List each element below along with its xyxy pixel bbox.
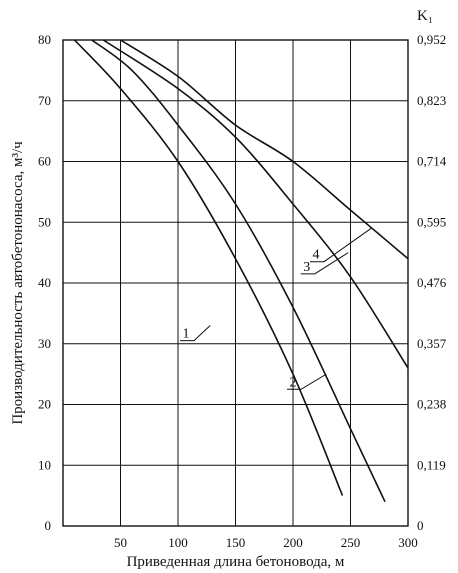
- curve-label-2: 2: [290, 375, 297, 390]
- y2-tick-label: 0,595: [417, 214, 446, 229]
- curve-layer: [73, 39, 409, 503]
- y-tick-label: 60: [38, 154, 51, 169]
- curve-leader-3: [300, 252, 349, 275]
- y-tick-label: 70: [38, 93, 51, 108]
- x-tick-label: 100: [168, 535, 188, 550]
- curve-leader-2: [287, 373, 327, 390]
- y2-tick-label: 0: [417, 518, 424, 533]
- y-tick-label: 30: [38, 336, 51, 351]
- grid-layer: [62, 39, 409, 527]
- x-tick-label: 250: [341, 535, 361, 550]
- y2-tick-label: 0,238: [417, 397, 446, 412]
- y-tick-label: 0: [45, 518, 52, 533]
- y-tick-label: 10: [38, 457, 51, 472]
- y2-tick-label: 0,823: [417, 93, 446, 108]
- curve-leader-1: [180, 325, 211, 342]
- x-tick-label: 200: [283, 535, 303, 550]
- y-axis-title: Производительность автобетононасоса, м³/…: [10, 141, 26, 425]
- y2-tick-label: 0,714: [417, 154, 447, 169]
- y2-tick-label: 0,476: [417, 275, 447, 290]
- x-axis-title: Приведенная длина бетоновода, м: [127, 554, 345, 570]
- y2-axis-title: K₁: [417, 8, 433, 24]
- x-tick-label: 300: [398, 535, 418, 550]
- curve-label-1: 1: [183, 327, 190, 342]
- curve-label-4: 4: [313, 248, 320, 263]
- y-tick-label: 80: [38, 32, 51, 47]
- series-1-line: [73, 39, 344, 496]
- annotation-layer: 1 2 34: [180, 227, 372, 390]
- y-tick-label: 50: [38, 214, 51, 229]
- tick-layer: 50 100 150 200 250 300 0 10 20 30 40 50 60 70 80 0 0,119…: [38, 32, 447, 550]
- curve-leader-4: [310, 227, 372, 263]
- y-tick-label: 20: [38, 397, 51, 412]
- curve-label-3: 3: [303, 260, 310, 275]
- series-4-line: [120, 39, 409, 260]
- y2-tick-label: 0,952: [417, 32, 446, 47]
- x-tick-label: 150: [226, 535, 246, 550]
- series-2-line: [91, 39, 386, 503]
- y2-tick-label: 0,119: [417, 457, 446, 472]
- y-tick-label: 40: [38, 275, 51, 290]
- x-tick-label: 50: [114, 535, 127, 550]
- series-3-line: [102, 39, 409, 369]
- y2-tick-label: 0,357: [417, 336, 447, 351]
